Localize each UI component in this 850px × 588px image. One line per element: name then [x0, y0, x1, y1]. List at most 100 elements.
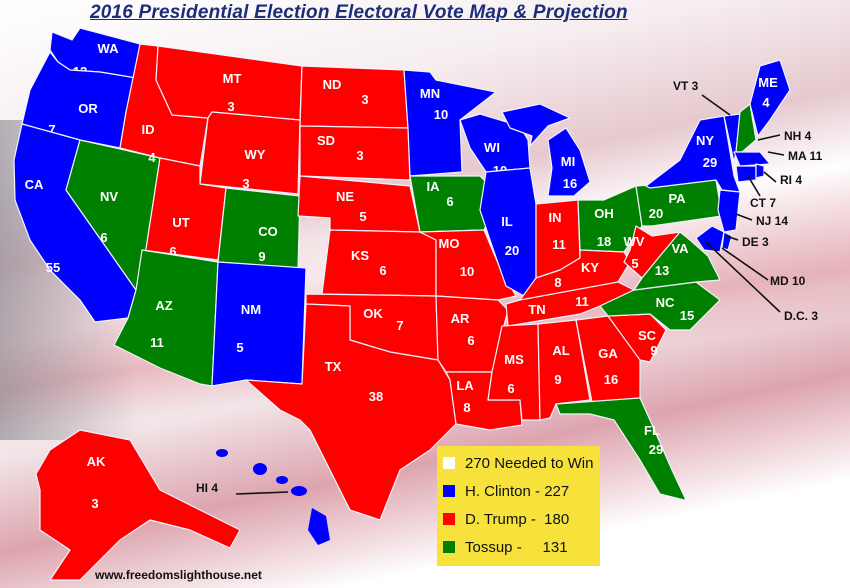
state-md[interactable] [695, 225, 725, 253]
svg-text:ND: ND [323, 77, 342, 92]
svg-text:6: 6 [100, 230, 107, 245]
svg-text:OR: OR [78, 101, 98, 116]
svg-text:WV: WV [624, 234, 645, 249]
state-nj[interactable] [717, 189, 741, 233]
svg-text:TN: TN [528, 302, 545, 317]
svg-text:7: 7 [48, 122, 55, 137]
state-ri[interactable] [755, 163, 765, 179]
svg-text:18: 18 [597, 234, 611, 249]
state-ct[interactable] [735, 165, 757, 183]
state-mn[interactable]: MN 10 [403, 69, 497, 177]
callout-vt: VT 3 [673, 79, 699, 93]
state-ny[interactable]: NY 29 [645, 115, 741, 193]
callout-ct: CT 7 [750, 196, 776, 210]
svg-text:3: 3 [356, 148, 363, 163]
svg-text:7: 7 [396, 318, 403, 333]
callout-hi: HI 4 [196, 481, 218, 495]
state-de[interactable] [721, 231, 733, 251]
state-tx[interactable]: TX 38 [245, 303, 457, 521]
svg-text:16: 16 [563, 176, 577, 191]
state-sd[interactable]: SD 3 [299, 125, 411, 181]
svg-text:CO: CO [258, 224, 278, 239]
callout-ri: RI 4 [780, 173, 802, 187]
svg-text:4: 4 [148, 150, 156, 165]
svg-text:11: 11 [552, 237, 566, 252]
svg-text:9: 9 [650, 343, 657, 358]
state-ks[interactable]: KS 6 [321, 229, 437, 297]
swatch-green [443, 541, 455, 553]
svg-text:MO: MO [439, 236, 460, 251]
callout-md: MD 10 [770, 274, 806, 288]
svg-text:TX: TX [325, 359, 342, 374]
state-in[interactable]: IN 11 [535, 199, 581, 279]
state-nh[interactable] [735, 103, 757, 153]
svg-text:5: 5 [631, 256, 638, 271]
callout-ma: MA 11 [788, 149, 823, 163]
legend-item-trump: D. Trump - 180 [443, 505, 600, 533]
state-wy[interactable]: WY 3 [199, 111, 301, 195]
svg-text:IN: IN [549, 210, 562, 225]
swatch-white [443, 457, 455, 469]
svg-text:WY: WY [245, 147, 266, 162]
svg-text:OK: OK [363, 306, 383, 321]
svg-text:PA: PA [668, 191, 686, 206]
state-mt[interactable]: MT 3 [155, 45, 303, 121]
state-hi[interactable] [216, 449, 330, 545]
callout-de: DE 3 [742, 235, 769, 249]
svg-text:CA: CA [25, 177, 44, 192]
swatch-blue [443, 485, 455, 497]
svg-text:10: 10 [460, 264, 474, 279]
svg-text:6: 6 [467, 333, 474, 348]
state-me[interactable]: ME 4 [749, 59, 791, 137]
svg-text:13: 13 [655, 263, 669, 278]
svg-text:8: 8 [554, 275, 561, 290]
svg-text:20: 20 [649, 206, 663, 221]
state-ia[interactable]: IA 6 [409, 175, 501, 233]
svg-text:AR: AR [451, 311, 470, 326]
svg-text:GA: GA [598, 346, 618, 361]
svg-text:3: 3 [227, 99, 234, 114]
legend-item-clinton: H. Clinton - 227 [443, 477, 600, 505]
callout-nh: NH 4 [784, 129, 812, 143]
svg-text:5: 5 [236, 340, 243, 355]
svg-text:20: 20 [505, 243, 519, 258]
state-wv[interactable]: WV 5 [623, 225, 681, 279]
state-co[interactable]: CO 9 [217, 187, 301, 269]
state-or[interactable]: OR 7 [21, 51, 137, 149]
svg-text:SD: SD [317, 133, 335, 148]
svg-text:4: 4 [762, 95, 770, 110]
state-ma[interactable] [733, 151, 771, 167]
svg-text:MS: MS [504, 352, 524, 367]
svg-text:ID: ID [142, 122, 155, 137]
state-tn[interactable]: TN 11 [505, 281, 635, 327]
state-pa[interactable]: PA 20 [635, 179, 723, 227]
svg-text:UT: UT [172, 215, 189, 230]
swatch-red [443, 513, 455, 525]
svg-text:38: 38 [369, 389, 383, 404]
state-mi[interactable]: MI 16 [501, 103, 591, 197]
state-fl[interactable]: FL 29 [555, 397, 687, 501]
svg-text:6: 6 [446, 194, 453, 209]
state-ak[interactable]: AK 3 [35, 429, 241, 581]
svg-text:8: 8 [463, 400, 470, 415]
state-ar[interactable]: AR 6 [435, 295, 509, 373]
svg-text:IA: IA [427, 179, 441, 194]
legend-item-needed: 270 Needed to Win [443, 449, 600, 477]
svg-text:NM: NM [241, 302, 261, 317]
svg-text:KY: KY [581, 260, 599, 275]
svg-text:MI: MI [561, 154, 575, 169]
state-nd[interactable]: ND 3 [299, 65, 409, 129]
state-ne[interactable]: NE 5 [297, 175, 421, 233]
state-va[interactable]: VA 13 [633, 231, 721, 291]
state-mo[interactable]: MO 10 [419, 229, 517, 301]
svg-text:29: 29 [649, 442, 663, 457]
svg-text:9: 9 [554, 372, 561, 387]
svg-text:16: 16 [604, 372, 618, 387]
svg-text:6: 6 [507, 381, 514, 396]
state-nm[interactable]: NM 5 [211, 261, 307, 387]
svg-text:FL: FL [644, 423, 660, 438]
state-ms[interactable]: MS 6 [487, 323, 541, 421]
svg-text:OH: OH [594, 206, 614, 221]
svg-text:AL: AL [552, 343, 569, 358]
